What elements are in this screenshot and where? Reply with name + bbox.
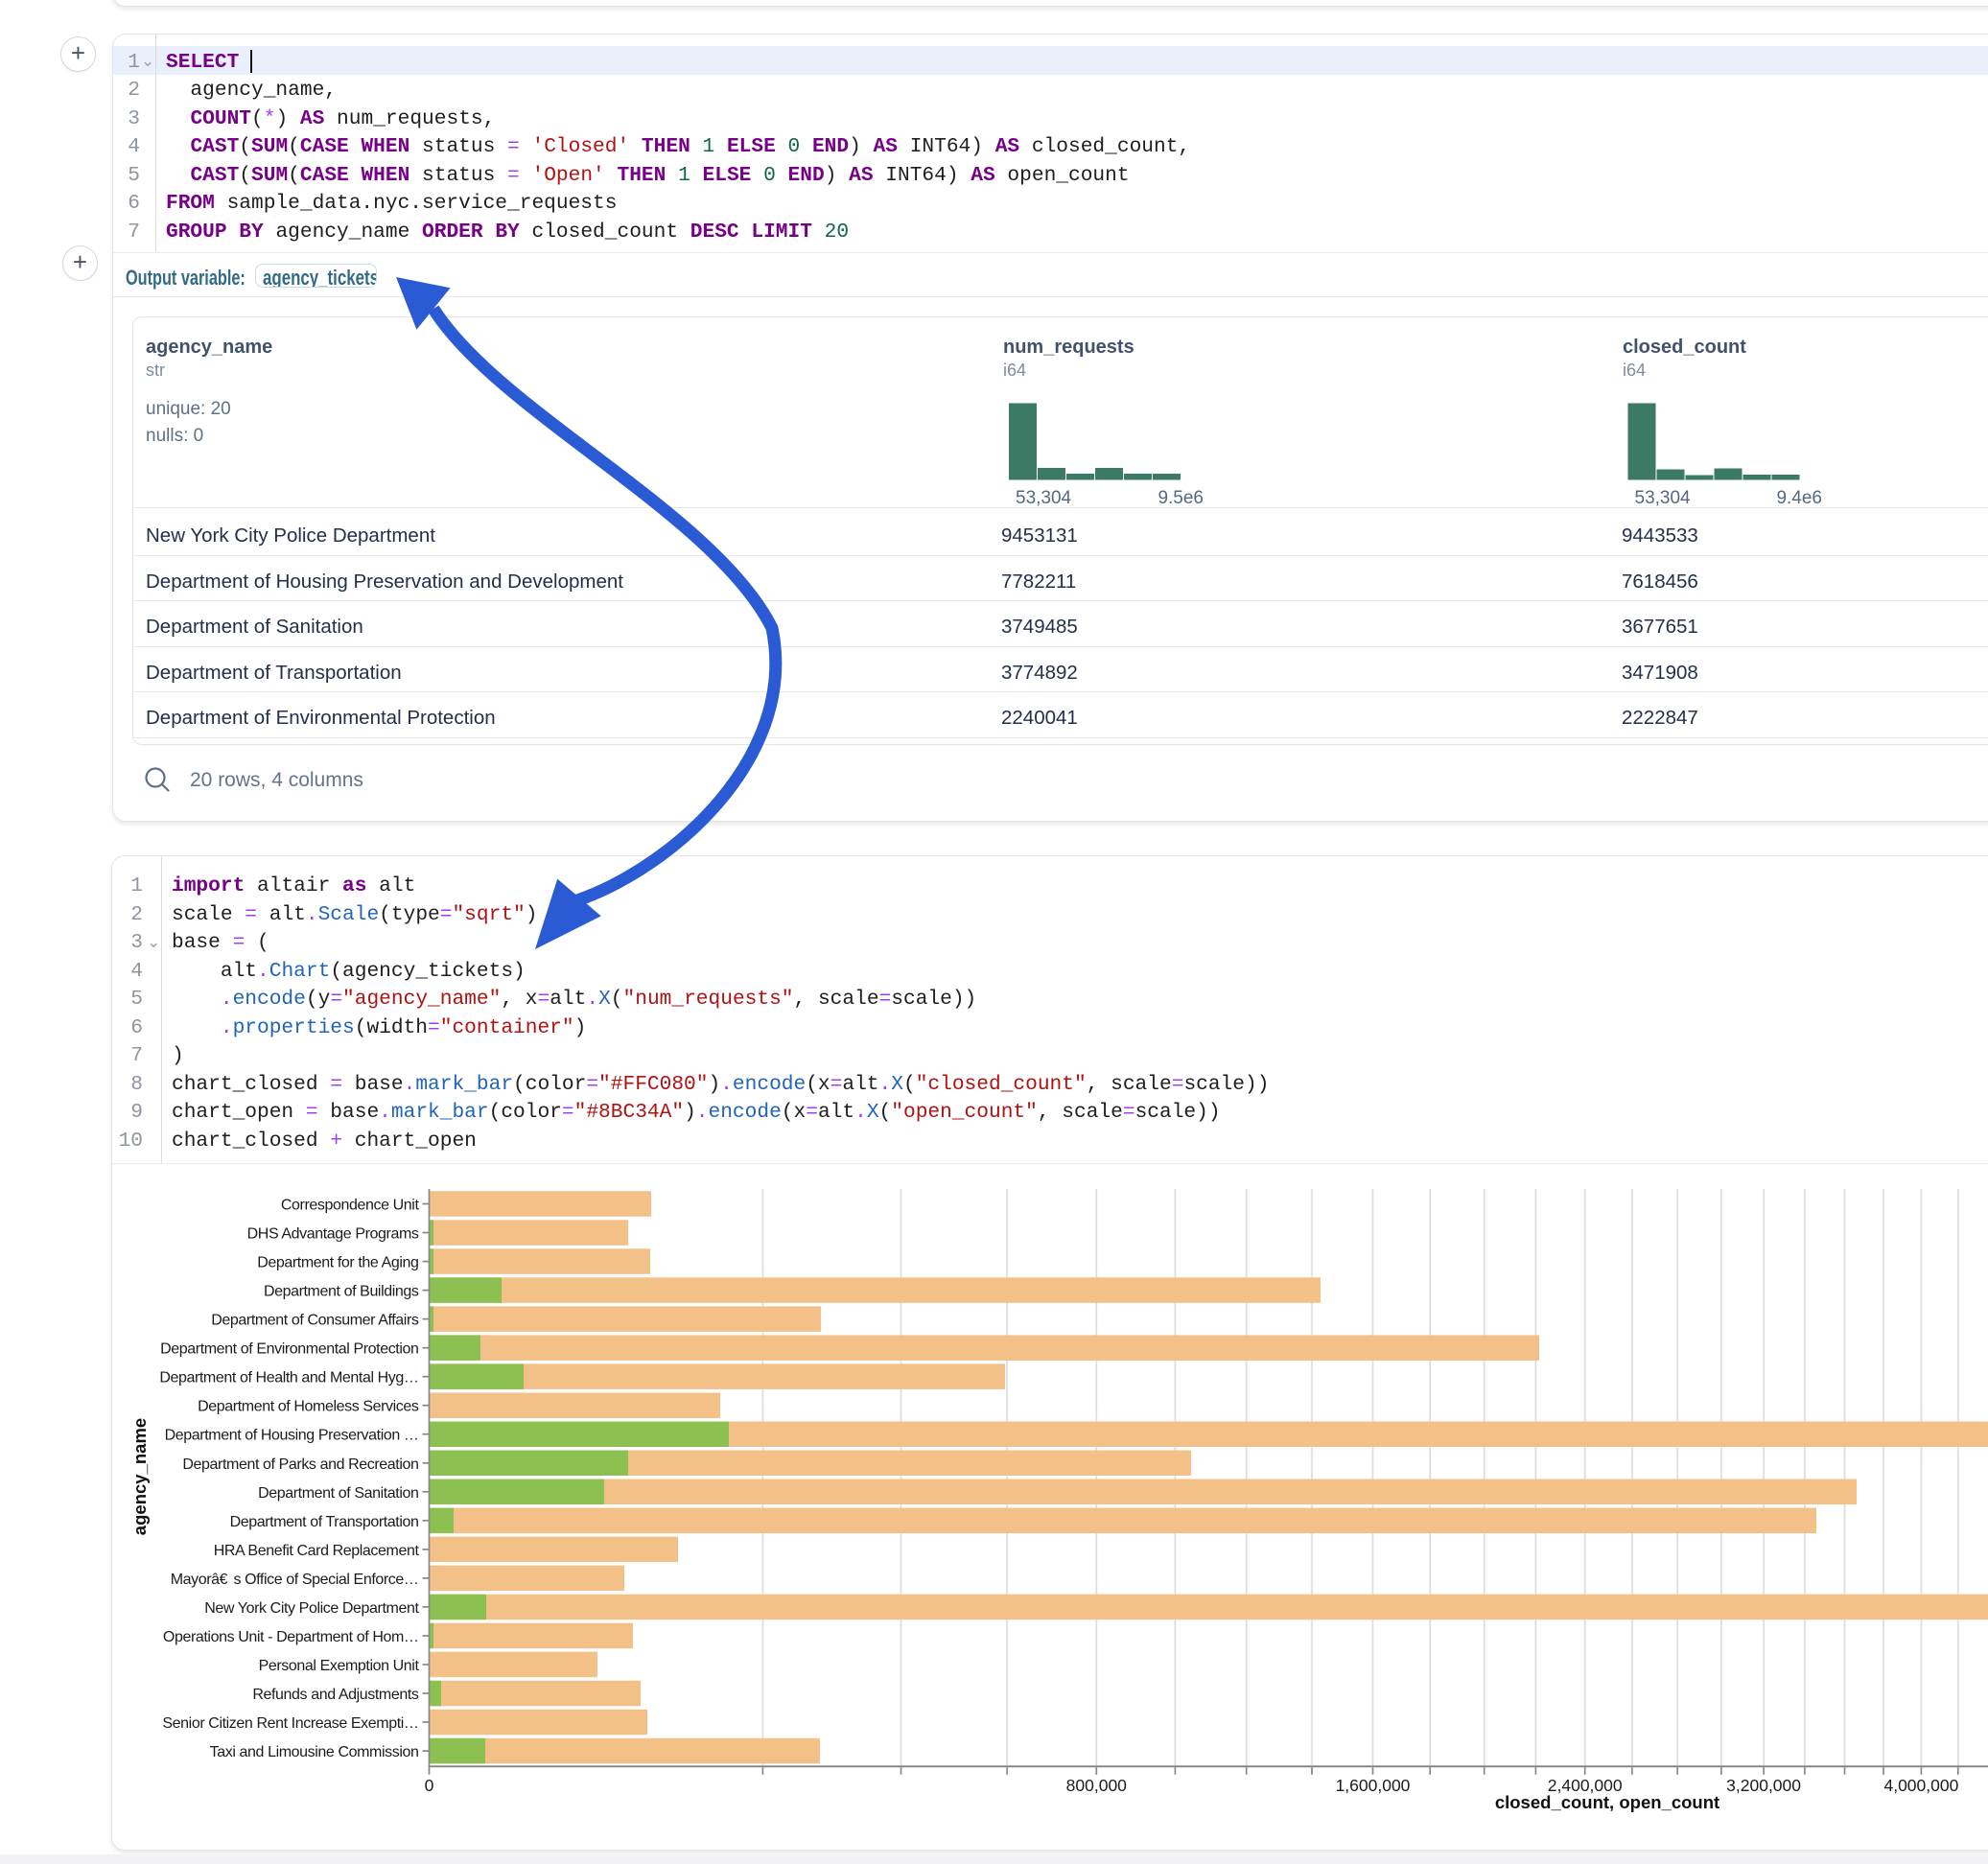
svg-text:Department for the Aging: Department for the Aging bbox=[257, 1255, 418, 1271]
svg-text:Department of Homeless Service: Department of Homeless Services bbox=[198, 1399, 419, 1415]
svg-text:Department of Parks and Recrea: Department of Parks and Recreation bbox=[182, 1456, 418, 1473]
svg-text:1,600,000: 1,600,000 bbox=[1336, 1776, 1411, 1795]
svg-text:2,400,000: 2,400,000 bbox=[1548, 1776, 1623, 1795]
svg-text:800,000: 800,000 bbox=[1066, 1776, 1128, 1795]
svg-text:Operations Unit - Department o: Operations Unit - Department of Hom… bbox=[163, 1629, 419, 1645]
svg-text:agency_name: agency_name bbox=[129, 1418, 150, 1535]
svg-text:Mayorâ€ s Office of Special E: Mayorâ€ s Office of Special Enforce… bbox=[171, 1572, 419, 1588]
svg-text:New York City Police Departmen: New York City Police Department bbox=[204, 1600, 419, 1617]
svg-text:Correspondence Unit: Correspondence Unit bbox=[281, 1198, 420, 1214]
svg-text:Department of Sanitation: Department of Sanitation bbox=[258, 1485, 418, 1502]
svg-text:9.5e6: 9.5e6 bbox=[1158, 488, 1204, 508]
svg-text:HRA Benefit Card Replacement: HRA Benefit Card Replacement bbox=[214, 1543, 420, 1559]
svg-text:Department of Buildings: Department of Buildings bbox=[264, 1284, 419, 1300]
svg-text:Refunds and Adjustments: Refunds and Adjustments bbox=[252, 1687, 419, 1703]
svg-text:Personal Exemption Unit: Personal Exemption Unit bbox=[259, 1658, 420, 1674]
svg-text:Department of Consumer Affairs: Department of Consumer Affairs bbox=[211, 1313, 419, 1329]
svg-text:4,000,000: 4,000,000 bbox=[1883, 1776, 1958, 1795]
svg-text:53,304: 53,304 bbox=[1635, 488, 1692, 508]
svg-text:DHS Advantage Programs: DHS Advantage Programs bbox=[247, 1226, 419, 1243]
svg-text:Senior Citizen Rent Increase E: Senior Citizen Rent Increase Exempti… bbox=[162, 1715, 418, 1732]
svg-text:Department of Housing Preserva: Department of Housing Preservation … bbox=[165, 1428, 419, 1444]
svg-text:0: 0 bbox=[425, 1776, 434, 1795]
svg-text:53,304: 53,304 bbox=[1016, 488, 1072, 508]
svg-text:9.4e6: 9.4e6 bbox=[1776, 488, 1822, 508]
svg-text:3,200,000: 3,200,000 bbox=[1726, 1776, 1801, 1795]
svg-text:Taxi and Limousine Commission: Taxi and Limousine Commission bbox=[210, 1744, 419, 1760]
svg-text:Department of Environmental Pr: Department of Environmental Protection bbox=[160, 1341, 418, 1358]
svg-text:closed_count, open_count: closed_count, open_count bbox=[1495, 1792, 1719, 1812]
svg-text:Department of Transportation: Department of Transportation bbox=[230, 1514, 419, 1530]
svg-text:Department of Health and Menta: Department of Health and Mental Hyg… bbox=[159, 1370, 418, 1386]
